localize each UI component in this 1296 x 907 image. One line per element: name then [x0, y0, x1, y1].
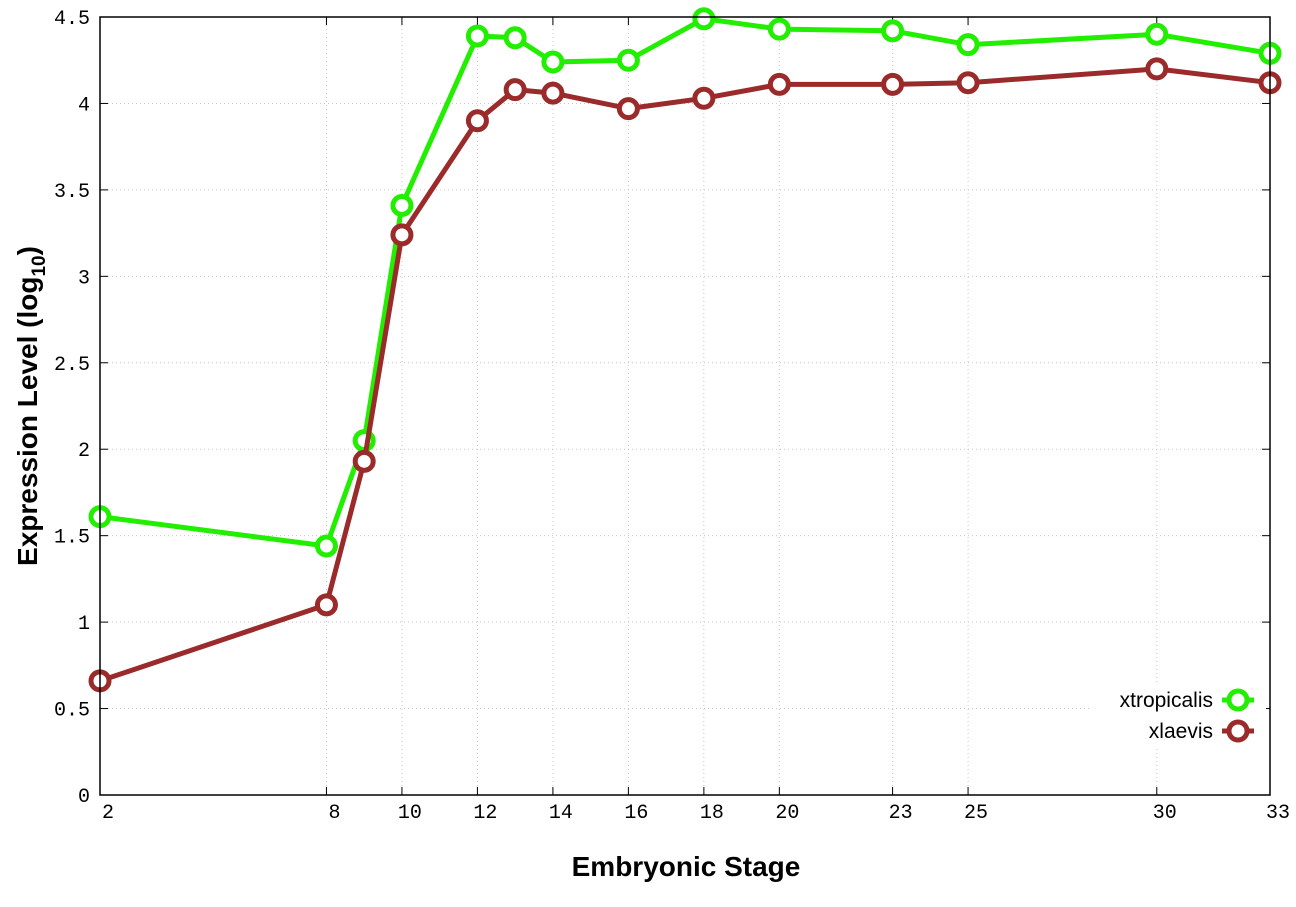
y-tick-label: 4.5 [54, 8, 90, 31]
x-tick-label: 20 [775, 802, 799, 825]
x-tick-label: 16 [624, 802, 648, 825]
y-tick-labels: 0 0.5 1 1.5 2 2.5 3 3.5 4 4.5 [54, 8, 90, 809]
axis-ticks [99, 16, 1271, 796]
plot-frame [99, 16, 1271, 796]
y-tick-label: 3 [78, 267, 90, 290]
data-point-xlaevis [503, 78, 527, 102]
data-point-xlaevis [352, 449, 376, 473]
grid [100, 17, 1270, 795]
y-tick-label: 4 [78, 94, 90, 117]
y-tick-label: 1 [78, 613, 90, 636]
x-tick-label: 10 [398, 802, 422, 825]
y-axis-title: Expression Level (log10) [12, 246, 50, 566]
data-point-xlaevis [314, 593, 338, 617]
data-point-xtropicalis [390, 193, 414, 217]
x-tick-labels: 2 8 10 12 14 16 18 20 23 25 30 33 [102, 802, 1290, 825]
data-point-xlaevis [541, 81, 565, 105]
x-tick-label: 14 [549, 802, 573, 825]
data-point-xtropicalis [956, 33, 980, 57]
x-tick-label: 25 [964, 802, 988, 825]
x-tick-label: 33 [1266, 802, 1290, 825]
x-tick-label: 12 [473, 802, 497, 825]
data-point-xtropicalis [503, 26, 527, 50]
data-point-xlaevis [1145, 57, 1169, 81]
data-point-xlaevis [767, 72, 791, 96]
data-point-xtropicalis [541, 50, 565, 74]
data-point-xlaevis [956, 71, 980, 95]
x-tick-label: 30 [1153, 802, 1177, 825]
y-tick-label: 2 [78, 440, 90, 463]
y-tick-label: 0 [78, 786, 90, 809]
data-point-xlaevis [881, 72, 905, 96]
data-point-xtropicalis [1145, 22, 1169, 46]
data-point-xtropicalis [767, 17, 791, 41]
legend: xtropicalis xlaevis [1090, 682, 1266, 748]
data-point-xtropicalis [616, 48, 640, 72]
y-tick-label: 3.5 [54, 181, 90, 204]
series-layer [88, 7, 1282, 693]
legend-marker-xtropicalis [1226, 688, 1250, 712]
data-point-xlaevis [692, 86, 716, 110]
legend-label-xtropicalis: xtropicalis [1120, 689, 1213, 712]
data-point-xtropicalis [881, 19, 905, 43]
series-line-xlaevis [99, 66, 1271, 684]
data-point-xlaevis [390, 223, 414, 247]
x-tick-label: 2 [102, 802, 114, 825]
data-point-xlaevis [616, 97, 640, 121]
x-tick-label: 23 [889, 802, 913, 825]
y-tick-label: 1.5 [54, 527, 90, 550]
data-point-xtropicalis [465, 24, 489, 48]
x-axis-title: Embryonic Stage [572, 851, 801, 882]
legend-label-xlaevis: xlaevis [1149, 720, 1213, 743]
data-point-xtropicalis [314, 534, 338, 558]
data-point-xlaevis [465, 109, 489, 133]
y-tick-label: 2.5 [54, 354, 90, 377]
series-line-xtropicalis [99, 16, 1271, 549]
data-point-xtropicalis [692, 7, 716, 31]
y-tick-label: 0.5 [54, 700, 90, 723]
x-tick-label: 18 [700, 802, 724, 825]
x-tick-label: 8 [328, 802, 340, 825]
legend-marker-xlaevis [1226, 719, 1250, 743]
